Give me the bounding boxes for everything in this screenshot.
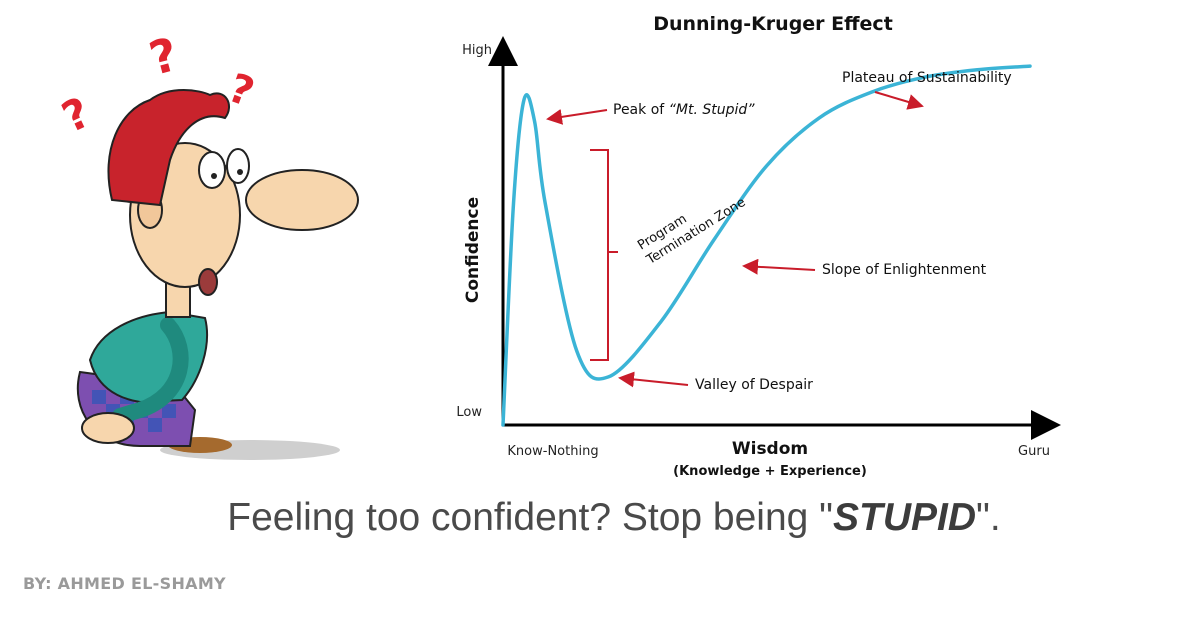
arm <box>112 317 189 424</box>
caption-suffix: ". <box>976 496 1001 539</box>
hand <box>81 412 135 444</box>
x-axis-sublabel: (Knowledge + Experience) <box>673 464 867 479</box>
pupil <box>211 173 217 179</box>
confidence-curve <box>501 64 1032 427</box>
y-tick-high: High <box>462 43 492 58</box>
shirt <box>88 310 209 404</box>
annotation-arrow <box>618 371 689 388</box>
eye <box>198 151 226 189</box>
y-axis-label: Confidence <box>463 197 483 303</box>
annotation-arrow <box>874 91 924 110</box>
chart-title: Dunning-Kruger Effect <box>653 13 893 35</box>
nose <box>245 169 359 231</box>
question-mark-icon: ? <box>222 65 260 116</box>
annotation-valley: Valley of Despair <box>695 377 813 393</box>
annotation-slope: Slope of Enlightenment <box>822 262 987 278</box>
hair <box>107 89 230 207</box>
x-tick-end: Guru <box>1018 444 1050 459</box>
question-mark-icon: ? <box>55 87 98 142</box>
zone-label: Program Termination Zone <box>635 195 748 268</box>
x-tick-start: Know-Nothing <box>507 444 598 459</box>
question-mark-icon: ? <box>144 27 184 86</box>
y-tick-low: Low <box>456 405 482 420</box>
x-axis-label: Wisdom <box>732 439 808 459</box>
annotation-peak: Peak of “Mt. Stupid” <box>613 102 755 118</box>
confused-man-illustration: ? ? ? <box>55 27 359 460</box>
mouth <box>198 268 218 296</box>
caption: Feeling too confident? Stop being "STUPI… <box>0 496 1200 540</box>
caption-emphasis: STUPID <box>833 496 977 539</box>
dunning-kruger-chart: Dunning-Kruger Effect High Low Know-Noth… <box>456 13 1061 479</box>
eye <box>226 148 250 184</box>
annotation-peak-emphasis: “Mt. Stupid” <box>669 102 756 118</box>
byline: BY: AHMED EL-SHAMY <box>23 574 226 593</box>
pupil <box>237 169 243 175</box>
annotation-arrow <box>742 258 816 275</box>
annotation-plateau: Plateau of Sustainability <box>842 70 1012 86</box>
zone-bracket <box>590 149 618 361</box>
annotations: Peak of “Mt. Stupid” Plateau of Sustaina… <box>546 70 1012 393</box>
annotation-arrow <box>546 108 608 125</box>
caption-prefix: Feeling too confident? Stop being " <box>227 496 834 539</box>
